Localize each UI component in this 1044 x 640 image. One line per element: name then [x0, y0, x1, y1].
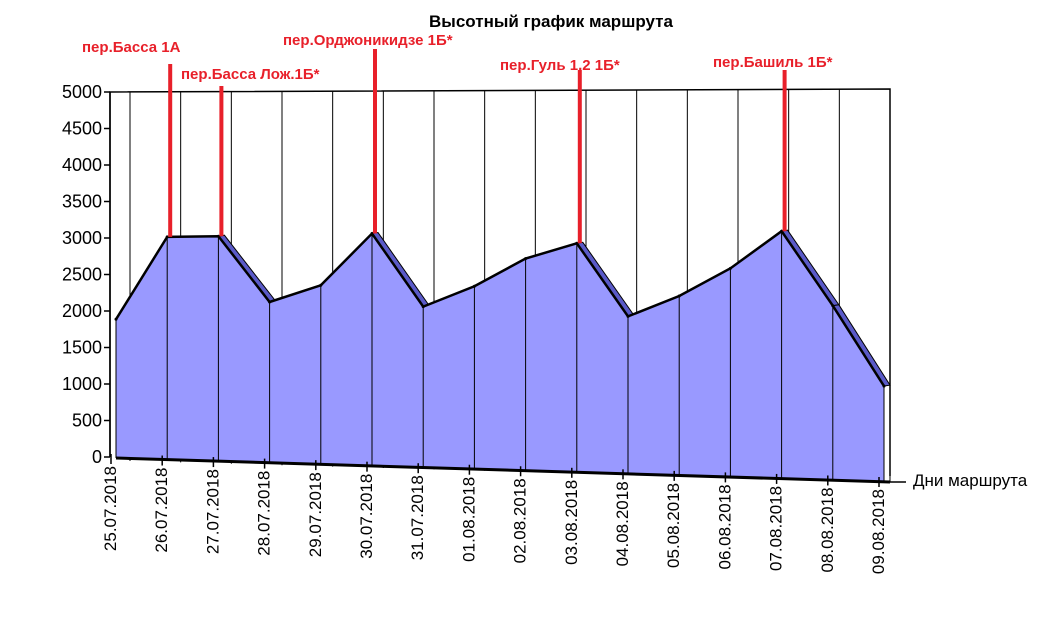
x-tick-label: 02.08.2018 [511, 478, 530, 563]
pass-label: пер.Басса 1А [82, 39, 181, 56]
y-tick-label: 4000 [62, 155, 102, 175]
y-tick-label: 0 [92, 447, 102, 467]
elevation-area [114, 229, 891, 481]
y-tick-label: 1000 [62, 374, 102, 394]
x-tick-label: 09.08.2018 [869, 489, 888, 574]
y-tick-label: 2000 [62, 301, 102, 321]
data-point [216, 234, 220, 238]
data-point [370, 232, 374, 236]
y-tick-label: 500 [72, 411, 102, 431]
series-line [114, 229, 886, 387]
data-point [268, 300, 272, 304]
data-point [575, 241, 579, 245]
pass-label: пер.Орджоникидзе 1Б* [283, 32, 453, 49]
x-tick-label: 26.07.2018 [152, 468, 171, 553]
y-tick-label: 1500 [62, 338, 102, 358]
y-axis: 0 500 1000 1500 2000 2500 3000 3500 4000 4500 5000 [62, 82, 111, 467]
x-axis-line [115, 456, 891, 484]
x-tick-label: 06.08.2018 [715, 484, 734, 569]
area-fill [116, 231, 884, 481]
y-tick-label: 4500 [62, 119, 102, 139]
pass-label: пер.Басса Лож.1Б* [181, 66, 320, 83]
data-point [524, 257, 528, 261]
x-axis: 25.07.2018 26.07.2018 27.07.2018 28.07.2018… [101, 454, 906, 574]
y-tick-label: 3500 [62, 192, 102, 212]
data-point [882, 384, 886, 388]
y-tick-label: 2500 [62, 265, 102, 285]
data-point [319, 283, 323, 287]
data-point [728, 266, 732, 270]
chart-title: Высотный график маршрута [429, 12, 673, 31]
x-tick-label: 31.07.2018 [408, 475, 427, 560]
x-tick-label: 27.07.2018 [203, 469, 222, 554]
y-tick-label: 5000 [62, 82, 102, 102]
x-tick-label: 08.08.2018 [818, 487, 837, 572]
x-tick-label: 05.08.2018 [664, 483, 683, 568]
x-tick-label: 01.08.2018 [459, 477, 478, 562]
data-point [472, 284, 476, 288]
x-axis-label: Дни маршрута [913, 471, 1028, 490]
pass-label: пер.Башиль 1Б* [713, 54, 833, 71]
data-point [114, 317, 118, 321]
data-point [165, 235, 169, 239]
data-point [831, 304, 835, 308]
x-tick-label: 04.08.2018 [613, 481, 632, 566]
pass-label: пер.Гуль 1,2 1Б* [500, 57, 620, 74]
x-tick-label: 03.08.2018 [562, 480, 581, 565]
x-tick-label: 29.07.2018 [306, 472, 325, 557]
x-tick-label: 07.08.2018 [767, 486, 786, 571]
data-point [421, 305, 425, 309]
data-point [626, 314, 630, 318]
data-point [780, 229, 784, 233]
data-point [677, 294, 681, 298]
y-tick-label: 3000 [62, 228, 102, 248]
x-tick-label: 30.07.2018 [357, 474, 376, 559]
x-tick-label: 25.07.2018 [101, 466, 120, 551]
x-tick-label: 28.07.2018 [255, 471, 274, 556]
